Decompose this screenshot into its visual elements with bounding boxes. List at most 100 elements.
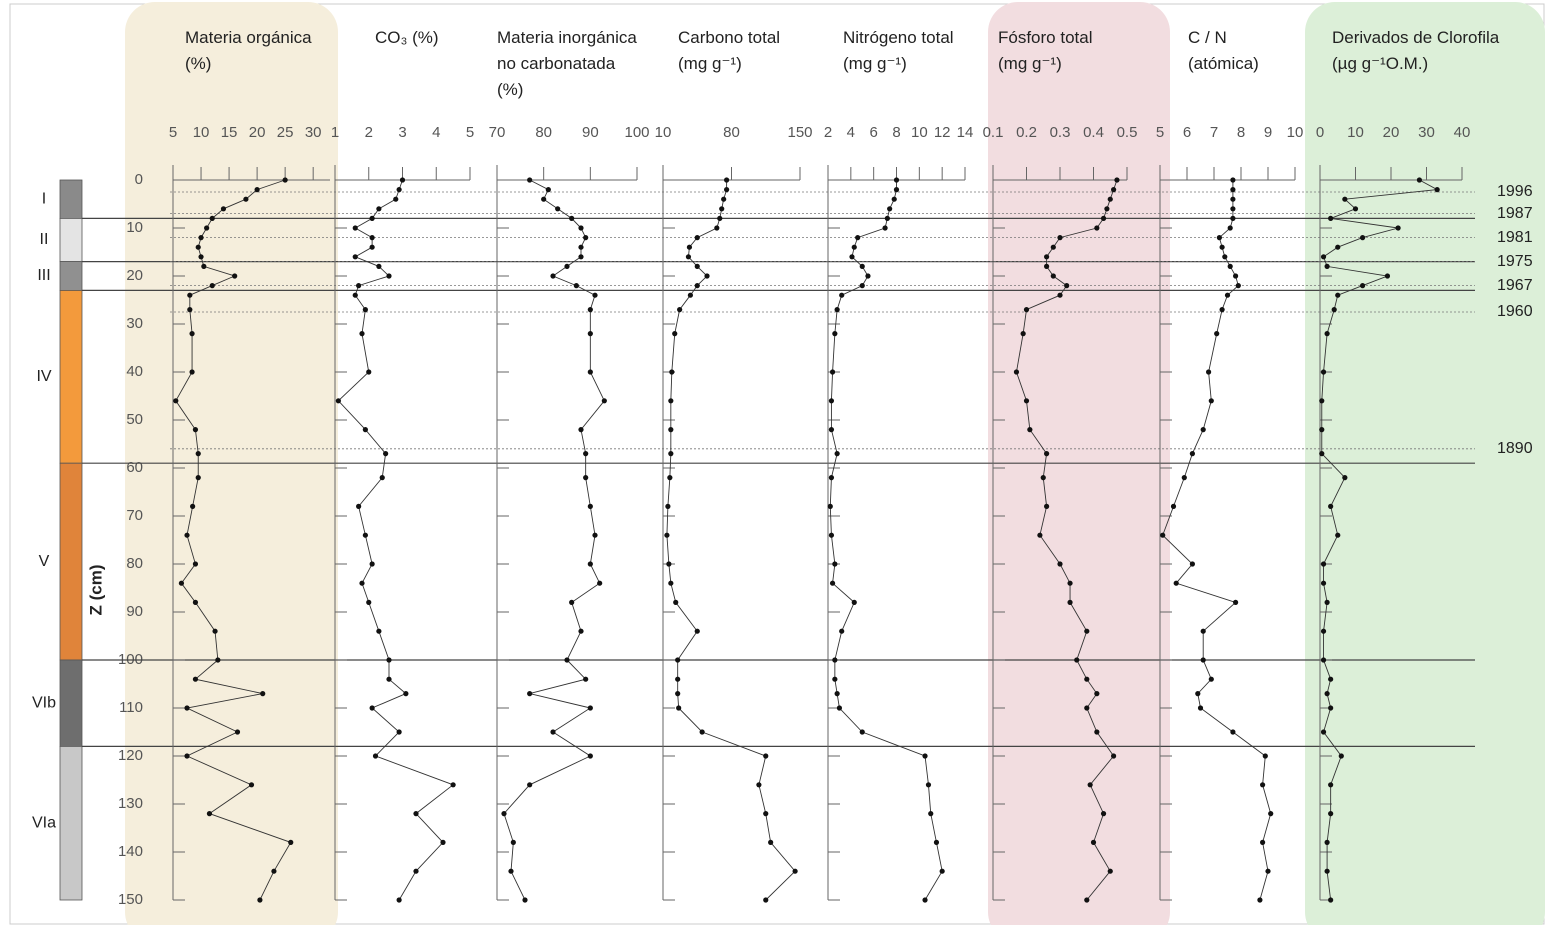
profile-point [724,177,729,182]
profile-point [193,600,198,605]
profile-point [179,581,184,586]
profile-point [187,307,192,312]
profile-point [1230,206,1235,211]
profile-point [370,216,375,221]
profile-point [1342,197,1347,202]
profile-point [1328,782,1333,787]
profile-point [578,245,583,250]
profile-point [672,331,677,336]
profile-point [1321,581,1326,586]
x-tick-label: 8 [1237,124,1245,141]
depth-tick-label: 110 [119,699,143,716]
profile-point [668,427,673,432]
profile-point [232,273,237,278]
profile-point [198,235,203,240]
profile-point [1319,398,1324,403]
profile-point [1319,427,1324,432]
profile-point [829,533,834,538]
profile-point [583,235,588,240]
profile-point [1385,273,1390,278]
profile-point [198,254,203,259]
profile-point [1230,177,1235,182]
profile-point [688,293,693,298]
profile-point [578,629,583,634]
profile-point [1051,273,1056,278]
profile-point [569,216,574,221]
x-tick-label: 70 [489,124,506,141]
profile-point [243,197,248,202]
panel-title: Materia inorgánica [497,28,637,47]
x-tick-label: 0.2 [1016,124,1037,141]
profile-point [1325,264,1330,269]
profile-point [588,504,593,509]
profile-point [666,561,671,566]
profile-point [255,187,260,192]
profile-point [583,451,588,456]
profile-point [1209,398,1214,403]
profile-point [1074,657,1079,662]
profile-point [835,451,840,456]
profile-point [1360,283,1365,288]
profile-point [1214,331,1219,336]
profile-point [578,254,583,259]
profile-point [212,629,217,634]
profile-point [184,753,189,758]
profile-point [1435,187,1440,192]
profile-point [1335,533,1340,538]
profile-point [1084,705,1089,710]
profile-point [700,729,705,734]
profile-point [1319,451,1324,456]
profile-point [885,216,890,221]
profile-point [546,187,551,192]
profile-point [695,264,700,269]
profile-point [668,451,673,456]
profile-point [578,225,583,230]
panel-title: no carbonatada [497,54,616,73]
profile-point [675,691,680,696]
profile-point [184,705,189,710]
panel-title: Materia orgánica [185,28,312,47]
profile-point [839,293,844,298]
profile-point [668,581,673,586]
profile-point [588,369,593,374]
profile-point [597,581,602,586]
profile-point [829,427,834,432]
profile-point [1230,197,1235,202]
profile-point [829,398,834,403]
profile-point [1084,897,1089,902]
horizon-year: 1987 [1497,205,1533,222]
x-tick-label: 5 [466,124,474,141]
profile-point [196,451,201,456]
profile-point [892,197,897,202]
profile-point [1094,691,1099,696]
chart: Z (cm) IIIIIIIVVVIbVIa010203040506070809… [0,0,1545,925]
profile-point [675,677,680,682]
panel-title: C / N [1188,28,1227,47]
x-tick-label: 20 [249,124,266,141]
profile-point [564,264,569,269]
profile-point [1044,504,1049,509]
profile-point [541,197,546,202]
x-tick-label: 1 [331,124,339,141]
profile-point [1328,897,1333,902]
profile-point [675,657,680,662]
profile-point [1321,254,1326,259]
profile-point [1233,273,1238,278]
depth-tick-label: 30 [126,315,143,332]
profile-point [501,811,506,816]
profile-point [1027,427,1032,432]
profile-point [721,197,726,202]
profile-point [934,840,939,845]
profile-point [370,561,375,566]
profile-line [504,180,604,900]
profile-point [894,177,899,182]
profile-point [837,705,842,710]
profile-point [1044,264,1049,269]
profile-point [1260,782,1265,787]
profile-point [210,216,215,221]
profile-point [928,811,933,816]
profile-point [665,504,670,509]
profile-point [1321,657,1326,662]
profile-point [508,869,513,874]
profile-point [1321,561,1326,566]
